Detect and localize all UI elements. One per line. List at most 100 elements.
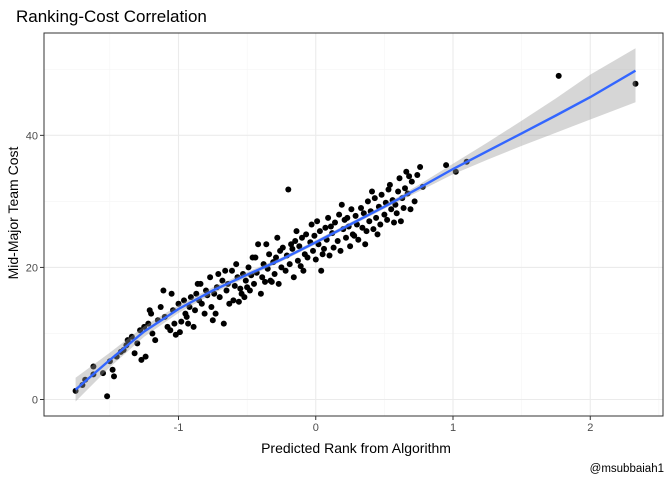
y-tick-label: 40 bbox=[26, 130, 38, 142]
data-point bbox=[338, 201, 345, 208]
data-point bbox=[292, 238, 299, 244]
data-point bbox=[395, 188, 402, 195]
data-point bbox=[384, 216, 391, 223]
data-point bbox=[408, 178, 415, 185]
data-point bbox=[348, 206, 355, 213]
data-point bbox=[255, 241, 262, 248]
data-point bbox=[304, 254, 311, 261]
data-point bbox=[278, 264, 285, 271]
data-point bbox=[111, 373, 117, 380]
data-point bbox=[327, 223, 334, 230]
data-point bbox=[198, 300, 205, 307]
data-point bbox=[362, 241, 369, 248]
data-point bbox=[312, 256, 319, 263]
data-point bbox=[104, 393, 111, 400]
data-point bbox=[131, 350, 138, 357]
data-point bbox=[230, 297, 237, 304]
data-point bbox=[245, 264, 252, 271]
data-point bbox=[319, 251, 326, 258]
data-point bbox=[231, 282, 238, 289]
data-point bbox=[157, 304, 164, 310]
data-point bbox=[249, 254, 256, 261]
data-point bbox=[275, 280, 282, 287]
data-point bbox=[259, 274, 266, 281]
data-point bbox=[192, 307, 198, 314]
data-point bbox=[142, 353, 149, 360]
data-point bbox=[393, 210, 400, 217]
data-point bbox=[271, 271, 278, 277]
data-point bbox=[262, 278, 268, 285]
data-point bbox=[351, 232, 358, 239]
y-axis-ticks: 0 20 40 bbox=[26, 130, 44, 406]
data-point bbox=[201, 310, 208, 317]
data-point bbox=[181, 297, 187, 304]
data-point bbox=[185, 320, 192, 327]
data-point bbox=[209, 317, 216, 324]
data-point bbox=[167, 327, 174, 334]
data-point bbox=[371, 195, 378, 202]
data-point bbox=[238, 290, 245, 297]
data-point bbox=[403, 168, 410, 175]
data-point bbox=[124, 337, 131, 344]
data-point bbox=[381, 211, 388, 218]
panel-border bbox=[43, 32, 664, 417]
data-point bbox=[149, 330, 156, 337]
data-point bbox=[388, 206, 395, 213]
data-point bbox=[152, 337, 159, 344]
x-axis-title: Predicted Rank from Algorithm bbox=[261, 440, 451, 456]
data-point bbox=[183, 313, 190, 320]
data-point bbox=[344, 214, 351, 221]
data-point bbox=[359, 224, 366, 231]
data-point bbox=[343, 234, 349, 241]
data-point bbox=[215, 271, 222, 277]
data-point bbox=[352, 212, 359, 219]
data-point bbox=[402, 185, 408, 192]
data-point bbox=[443, 162, 450, 169]
data-point bbox=[322, 224, 329, 231]
data-point bbox=[632, 80, 639, 87]
data-point bbox=[332, 219, 338, 226]
data-point bbox=[282, 267, 289, 274]
data-point bbox=[176, 329, 183, 336]
data-point bbox=[100, 370, 106, 377]
data-point bbox=[211, 290, 218, 297]
data-point bbox=[237, 285, 244, 292]
data-point bbox=[321, 245, 327, 252]
x-axis-ticks: -1 0 1 2 bbox=[174, 416, 593, 434]
data-point bbox=[290, 274, 297, 281]
data-point bbox=[178, 318, 185, 325]
data-point bbox=[128, 333, 135, 340]
chart-title: Ranking-Cost Correlation bbox=[16, 7, 207, 26]
panel-background bbox=[44, 33, 663, 416]
caption: @msubbaiah1 bbox=[590, 463, 664, 475]
data-point bbox=[186, 304, 193, 310]
x-tick-label: 2 bbox=[587, 422, 593, 434]
data-point bbox=[314, 218, 321, 225]
data-point bbox=[355, 236, 362, 243]
data-point bbox=[318, 267, 325, 274]
data-point bbox=[233, 261, 240, 268]
data-point bbox=[246, 287, 253, 294]
data-point bbox=[336, 211, 343, 218]
data-point bbox=[377, 221, 384, 228]
data-point bbox=[289, 245, 296, 252]
data-point bbox=[330, 244, 337, 251]
data-point bbox=[378, 191, 385, 198]
data-point bbox=[90, 363, 97, 370]
data-point bbox=[273, 254, 279, 261]
data-point bbox=[288, 241, 295, 248]
data-point bbox=[555, 72, 562, 79]
data-point bbox=[138, 356, 145, 363]
data-point bbox=[311, 232, 318, 239]
data-point bbox=[223, 287, 230, 294]
data-point bbox=[385, 186, 392, 193]
data-point bbox=[397, 218, 404, 225]
data-point bbox=[141, 323, 148, 330]
data-point bbox=[160, 287, 167, 294]
data-point bbox=[392, 201, 399, 208]
data-point bbox=[396, 175, 403, 182]
data-point bbox=[285, 186, 292, 193]
data-point bbox=[325, 214, 332, 221]
data-point bbox=[146, 307, 153, 314]
data-point bbox=[190, 323, 197, 330]
